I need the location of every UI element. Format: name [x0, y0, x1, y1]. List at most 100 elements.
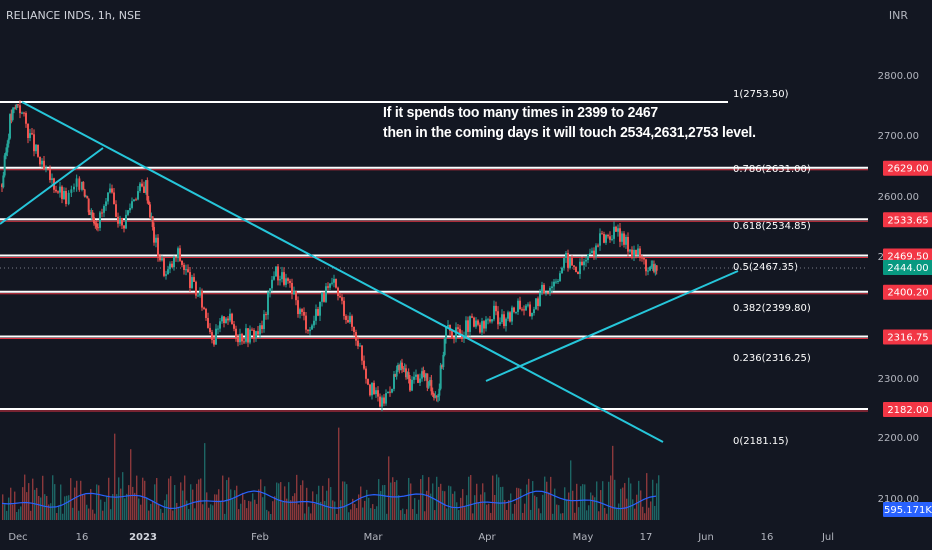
- candle-body: [595, 245, 597, 256]
- volume-bar: [236, 485, 238, 520]
- candle-body: [257, 331, 259, 335]
- annotation-note: If it spends too many times in 2399 to 2…: [383, 103, 756, 143]
- volume-bar: [430, 493, 432, 520]
- volume-bar: [622, 487, 624, 520]
- price-badge-label: 2316.75: [887, 332, 928, 343]
- candle-body: [82, 181, 85, 190]
- volume-bar: [460, 497, 462, 520]
- x-tick-label: Mar: [364, 532, 384, 543]
- candle-body: [107, 192, 109, 202]
- candle-body: [505, 318, 507, 327]
- candle-body: [291, 282, 293, 295]
- volume-bar: [202, 504, 204, 520]
- volume-bar: [34, 489, 36, 520]
- candle-body: [70, 189, 73, 193]
- candle-body: [535, 298, 537, 310]
- volume-bar: [616, 508, 618, 520]
- candle-body: [447, 324, 449, 327]
- candle-body: [61, 186, 63, 200]
- volume-bar: [384, 484, 386, 520]
- candle-body: [301, 309, 303, 312]
- candle-body: [253, 330, 255, 339]
- candle-body: [650, 265, 653, 267]
- volume-bar: [406, 509, 408, 520]
- volume-bar: [308, 506, 310, 520]
- volume-bar: [540, 513, 542, 520]
- candle-body: [131, 201, 133, 208]
- price-badge: [883, 248, 932, 264]
- x-tick-label: 2023: [129, 532, 157, 543]
- fib-level-label: 0.236(2316.25): [733, 353, 811, 364]
- volume-bar: [556, 504, 558, 520]
- volume-bar: [152, 500, 154, 520]
- volume-bar: [204, 443, 206, 520]
- volume-bar: [2, 494, 4, 520]
- volume-bar: [636, 494, 638, 520]
- volume-bar: [180, 482, 182, 520]
- volume-bar: [48, 504, 50, 520]
- candle-body: [381, 397, 383, 407]
- candle-body: [521, 309, 523, 311]
- volume-bar: [168, 478, 170, 520]
- volume-bar: [632, 499, 634, 520]
- volume-bar: [620, 488, 622, 520]
- volume-bar: [464, 507, 466, 520]
- volume-bar: [42, 475, 44, 520]
- candle-body: [119, 218, 121, 224]
- volume-bar: [72, 507, 74, 520]
- candle-body: [103, 205, 105, 213]
- volume-bar: [20, 506, 22, 520]
- volume-bar: [16, 511, 18, 520]
- candle-body: [438, 388, 441, 396]
- candle-body: [654, 265, 657, 272]
- candle-body: [437, 395, 439, 398]
- volume-bar: [208, 507, 210, 520]
- candle-body: [519, 300, 521, 310]
- volume-bar: [220, 501, 222, 520]
- volume-bar: [310, 513, 312, 520]
- volume-bar: [128, 485, 130, 520]
- volume-bar: [630, 483, 632, 520]
- volume-bar: [480, 494, 482, 520]
- candle-body: [51, 178, 53, 180]
- volume-bar: [184, 475, 186, 520]
- volume-bar: [68, 495, 70, 520]
- candle-body: [125, 214, 127, 229]
- volume-bar: [506, 509, 508, 520]
- candle-body: [201, 291, 203, 308]
- volume-bar: [658, 475, 660, 520]
- candle-body: [43, 160, 45, 169]
- volume-bar: [234, 490, 236, 520]
- volume-bar: [118, 477, 120, 520]
- volume-bar: [378, 479, 380, 520]
- volume-bar: [380, 490, 382, 520]
- volume-bar: [594, 497, 596, 520]
- volume-bar: [206, 492, 208, 520]
- volume-bar: [474, 495, 476, 520]
- candle-body: [181, 260, 183, 265]
- volume-bar: [26, 492, 28, 520]
- volume-bar: [270, 513, 272, 520]
- volume-bar: [304, 513, 306, 520]
- volume-bar: [432, 483, 434, 520]
- candle-body: [169, 263, 171, 270]
- volume-bar: [338, 427, 340, 520]
- volume-bar: [32, 478, 34, 520]
- candle-body: [3, 155, 6, 176]
- candle-body: [233, 324, 235, 329]
- candle-body: [65, 191, 67, 204]
- volume-bar: [78, 510, 80, 520]
- candle-body: [517, 300, 519, 312]
- candle-body: [523, 309, 525, 311]
- candle-body: [547, 292, 549, 294]
- candle-body: [113, 192, 115, 205]
- y-tick-label: 2700.00: [878, 131, 919, 142]
- volume-bar: [492, 475, 494, 520]
- candle-body: [345, 315, 347, 320]
- volume-bar: [246, 508, 248, 520]
- candle-body: [409, 378, 411, 391]
- volume-bar: [102, 510, 104, 520]
- volume-bar: [40, 497, 42, 520]
